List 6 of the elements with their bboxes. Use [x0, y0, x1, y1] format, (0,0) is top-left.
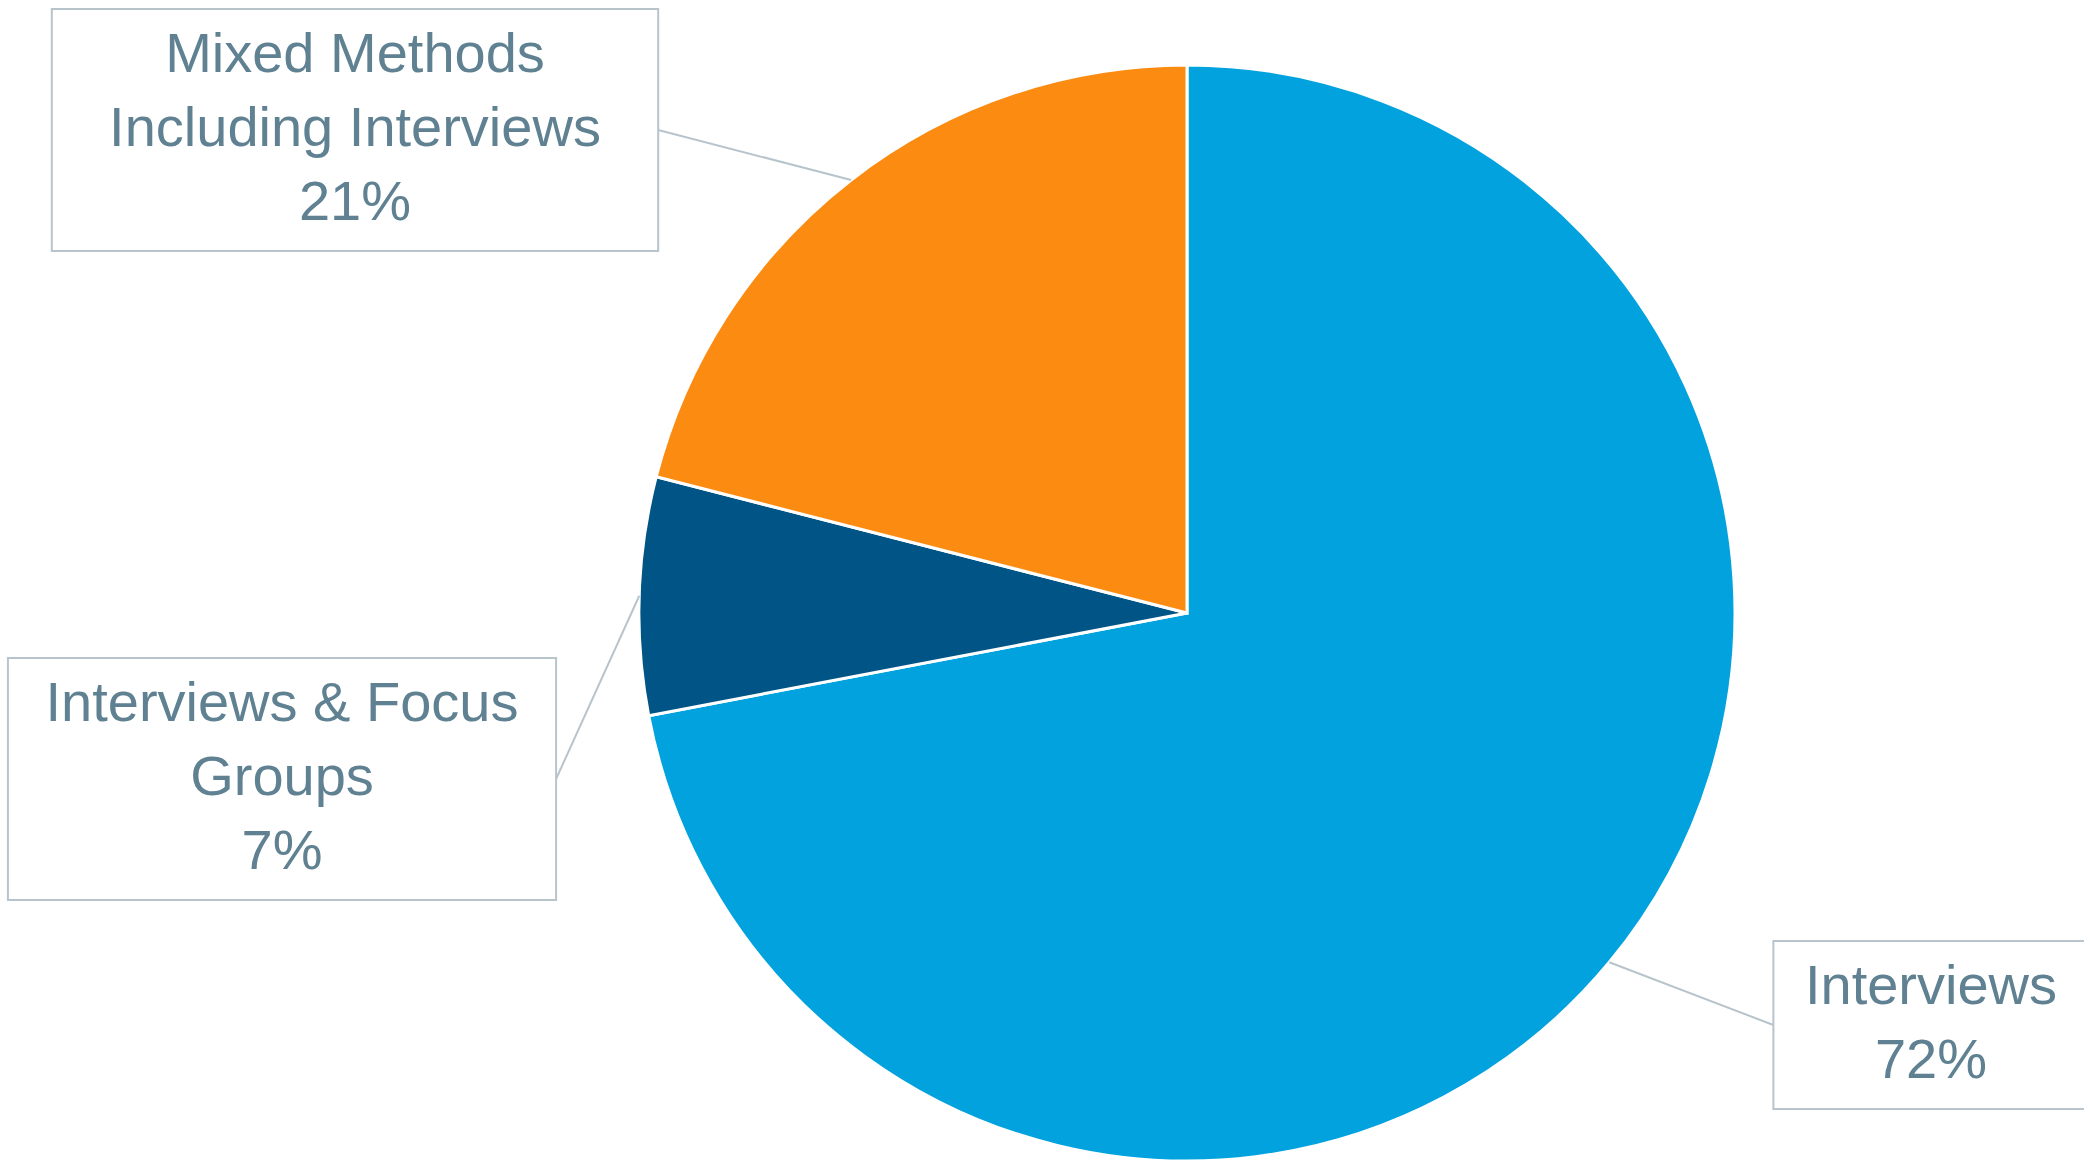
- data-label: 21%: [298, 169, 412, 233]
- data-label: 7%: [241, 818, 323, 882]
- slice-label: Interviews & Focus Groups: [45, 670, 519, 808]
- data-label: 72%: [1874, 1027, 1988, 1091]
- slice-label: Interviews: [1804, 953, 2058, 1017]
- slice-label: Mixed Methods Including Interviews: [109, 21, 601, 159]
